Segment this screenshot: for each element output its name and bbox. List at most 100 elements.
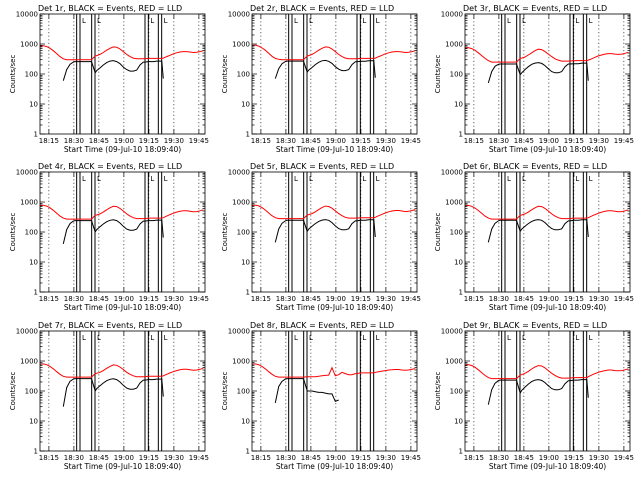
- x-tick-label: 18:45: [301, 295, 321, 303]
- x-axis-label: Start Time (09-Jul-10 18:09:40): [489, 145, 606, 154]
- series-line-events: [487, 379, 589, 405]
- y-tick-label: 10: [454, 101, 463, 109]
- x-tick-label: 19:30: [376, 454, 396, 462]
- y-tick-label: 1: [459, 448, 463, 456]
- x-tick-label: 18:30: [276, 295, 296, 303]
- y-tick-label: 10: [29, 259, 38, 267]
- y-tick-label: 1: [34, 131, 38, 139]
- x-tick-label: 19:15: [564, 454, 584, 462]
- gap-label: L: [294, 175, 298, 183]
- x-tick-label: 18:15: [464, 295, 484, 303]
- x-tick-label: 18:30: [489, 295, 509, 303]
- plot-frame: [251, 330, 418, 452]
- x-tick-label: 19:45: [401, 137, 421, 145]
- x-tick-label: 19:30: [376, 295, 396, 303]
- x-axis-label: Start Time (09-Jul-10 18:09:40): [64, 462, 181, 471]
- gap-label: L: [575, 17, 579, 25]
- y-tick-label: 1: [246, 289, 250, 297]
- x-tick-label: 18:30: [489, 454, 509, 462]
- gap-label: L: [164, 334, 168, 342]
- gap-label: L: [294, 17, 298, 25]
- gap-label: L: [522, 17, 526, 25]
- series-line-lld: [464, 47, 629, 63]
- x-tick-label: 18:15: [251, 137, 271, 145]
- y-tick-label: 1: [459, 131, 463, 139]
- gap-label: L: [97, 175, 101, 183]
- gap-label: L: [294, 334, 298, 342]
- series-line-events: [274, 219, 376, 243]
- x-tick-label: 19:00: [539, 137, 559, 145]
- x-tick-label: 19:15: [351, 454, 371, 462]
- y-tick-label: 10000: [441, 11, 463, 19]
- gap-label: L: [97, 334, 101, 342]
- panel-3: Det 3r, BLACK = Events, RED = LLD L L L L 1 10…: [434, 4, 634, 154]
- y-tick-label: 10: [241, 259, 250, 267]
- x-tick-label: 19:45: [401, 295, 421, 303]
- gap-label: L: [150, 334, 154, 342]
- panel-title: Det 3r, BLACK = Events, RED = LLD: [463, 4, 607, 13]
- gap-label: L: [150, 17, 154, 25]
- x-tick-label: 19:45: [189, 295, 209, 303]
- gap-label: L: [507, 17, 511, 25]
- panel-title: Det 6r, BLACK = Events, RED = LLD: [463, 162, 607, 171]
- x-axis-label: Start Time (09-Jul-10 18:09:40): [276, 303, 393, 312]
- x-tick-label: 18:45: [514, 454, 534, 462]
- y-axis-label: Counts/sec: [221, 55, 229, 94]
- y-tick-label: 1: [34, 448, 38, 456]
- x-tick-label: 18:15: [464, 137, 484, 145]
- x-tick-label: 18:15: [39, 137, 59, 145]
- gap-label: L: [522, 175, 526, 183]
- gap-label: L: [589, 17, 593, 25]
- y-tick-label: 100: [450, 229, 463, 237]
- x-tick-label: 18:45: [301, 454, 321, 462]
- series-line-events: [487, 62, 589, 84]
- y-tick-label: 10: [454, 418, 463, 426]
- x-tick-label: 18:45: [301, 137, 321, 145]
- x-tick-label: 18:45: [89, 454, 109, 462]
- x-tick-label: 19:00: [114, 137, 134, 145]
- series-line-events: [62, 378, 164, 407]
- gap-label: L: [376, 175, 380, 183]
- series-line-events: [62, 219, 164, 245]
- gap-label: L: [150, 175, 154, 183]
- panel-4: Det 4r, BLACK = Events, RED = LLD L L L L 1 10…: [9, 162, 209, 312]
- x-tick-label: 18:15: [39, 295, 59, 303]
- x-tick-label: 19:00: [326, 454, 346, 462]
- panel-title: Det 4r, BLACK = Events, RED = LLD: [38, 162, 182, 171]
- y-tick-label: 100: [237, 71, 250, 79]
- y-tick-label: 10000: [16, 169, 38, 177]
- y-tick-label: 10000: [228, 328, 250, 336]
- x-tick-label: 19:00: [539, 454, 559, 462]
- gap-label: L: [376, 17, 380, 25]
- gap-label: L: [362, 175, 366, 183]
- y-axis-label: Counts/sec: [221, 213, 229, 252]
- gap-label: L: [97, 17, 101, 25]
- series-line-lld: [464, 364, 629, 380]
- gap-label: L: [82, 17, 86, 25]
- x-tick-label: 19:45: [189, 454, 209, 462]
- x-tick-label: 19:00: [539, 295, 559, 303]
- y-axis-label: Counts/sec: [434, 213, 442, 252]
- gap-label: L: [589, 334, 593, 342]
- y-tick-label: 100: [450, 388, 463, 396]
- gap-label: L: [309, 175, 313, 183]
- gap-label: L: [164, 17, 168, 25]
- series-line-events: [487, 219, 589, 243]
- x-tick-label: 19:45: [614, 454, 634, 462]
- x-tick-label: 18:15: [464, 454, 484, 462]
- series-line-events: [274, 378, 339, 404]
- x-tick-label: 18:45: [89, 295, 109, 303]
- panel-title: Det 2r, BLACK = Events, RED = LLD: [250, 4, 394, 13]
- series-line-lld: [251, 44, 416, 61]
- x-tick-label: 18:30: [64, 454, 84, 462]
- gap-label: L: [522, 334, 526, 342]
- x-tick-label: 19:45: [401, 454, 421, 462]
- panel-title: Det 9r, BLACK = Events, RED = LLD: [463, 321, 607, 330]
- x-tick-label: 19:15: [139, 295, 159, 303]
- x-tick-label: 19:15: [564, 137, 584, 145]
- x-tick-label: 19:30: [164, 295, 184, 303]
- x-tick-label: 19:45: [614, 137, 634, 145]
- x-tick-label: 19:45: [614, 295, 634, 303]
- x-tick-label: 18:15: [251, 295, 271, 303]
- x-tick-label: 18:15: [39, 454, 59, 462]
